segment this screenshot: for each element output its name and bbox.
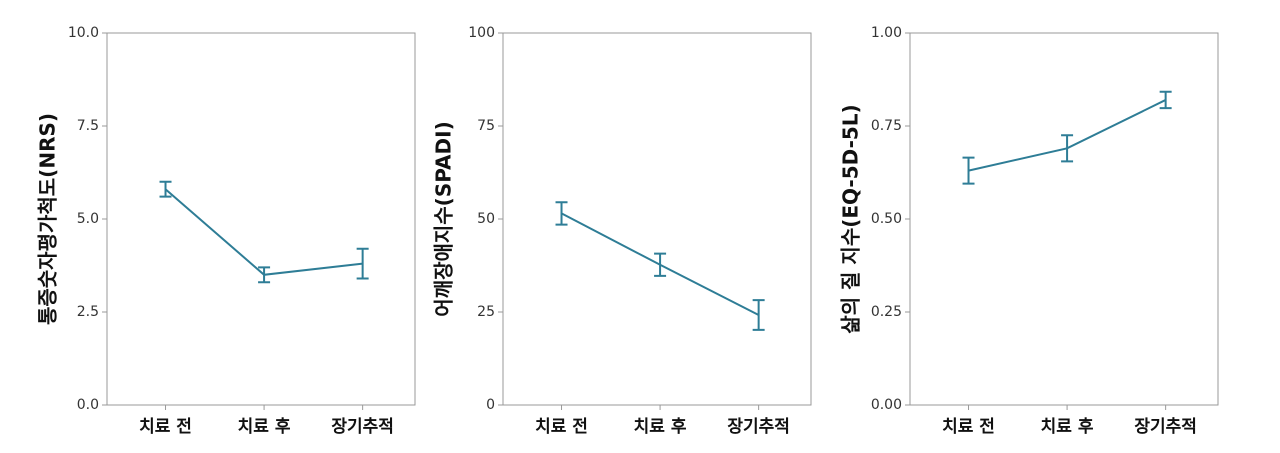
x-tick-label: 치료 후 (634, 416, 687, 437)
error-bar (1159, 90, 1172, 110)
y-tick-label: 0.0 (77, 397, 99, 413)
plot-frame (502, 32, 812, 406)
y-tick-label: 5.0 (77, 211, 99, 227)
error-bar (159, 180, 172, 198)
y-tick-label: 7.5 (77, 118, 99, 134)
y-axis-label: 어깨장애지수(SPADI) (432, 121, 456, 316)
x-tick-label: 치료 후 (238, 416, 291, 437)
y-tick-label: 10.0 (68, 25, 99, 41)
plot-frame (106, 32, 416, 406)
y-axis-label: 삶의 질 지수(EQ-5D-5L) (839, 104, 863, 333)
y-tick-label: 0.75 (871, 118, 902, 134)
y-axis-label: 통증숫자평가척도(NRS) (36, 113, 60, 325)
x-tick-label: 치료 후 (1041, 416, 1094, 437)
y-tick-label: 0.00 (871, 397, 902, 413)
x-tick-label: 치료 전 (139, 417, 192, 437)
y-tick-label: 50 (477, 211, 495, 227)
y-tick-label: 25 (477, 304, 495, 320)
x-tick-label: 치료 전 (942, 417, 995, 437)
error-bar (962, 156, 975, 185)
x-tick-label: 장기추적 (331, 417, 394, 437)
error-bar (654, 252, 667, 277)
error-bar (555, 201, 568, 226)
plot-frame (909, 32, 1219, 406)
y-tick-label: 75 (477, 118, 495, 134)
y-tick-label: 0.25 (871, 304, 902, 320)
y-tick-label: 2.5 (77, 304, 99, 320)
x-tick-label: 장기추적 (727, 417, 790, 437)
y-tick-label: 1.00 (871, 25, 902, 41)
y-tick-label: 100 (468, 25, 495, 41)
error-bar (752, 299, 765, 331)
x-tick-label: 장기추적 (1134, 417, 1197, 437)
error-bar (356, 247, 369, 280)
x-tick-label: 치료 전 (535, 417, 588, 437)
error-bar (1061, 134, 1074, 163)
error-bar (258, 266, 271, 284)
y-tick-label: 0 (486, 397, 495, 413)
y-tick-label: 0.50 (871, 211, 902, 227)
line (164, 188, 363, 276)
